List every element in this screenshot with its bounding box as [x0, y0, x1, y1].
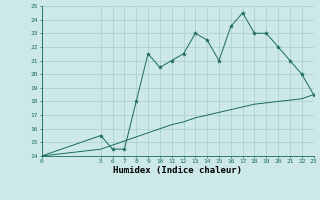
X-axis label: Humidex (Indice chaleur): Humidex (Indice chaleur)	[113, 166, 242, 175]
